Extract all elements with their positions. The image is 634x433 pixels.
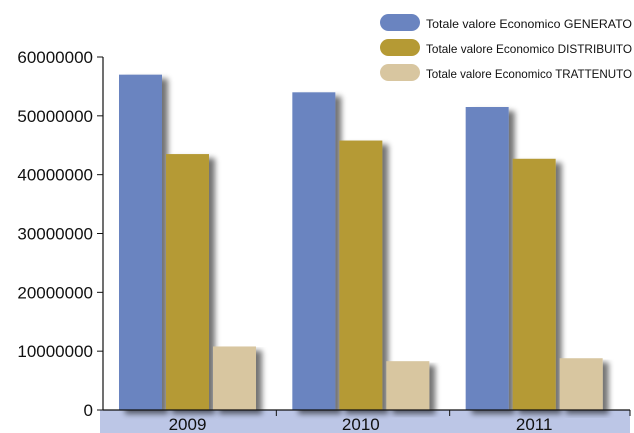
category-band: [100, 410, 630, 433]
x-category-label: 2009: [169, 415, 207, 433]
legend-swatch: [380, 14, 420, 31]
legend-swatch: [380, 64, 420, 81]
y-tick-label: 60000000: [17, 48, 93, 67]
bar: [119, 74, 162, 411]
x-category-label: 2010: [342, 415, 380, 433]
bar: [292, 92, 336, 411]
bar: [339, 140, 383, 410]
legend-label: Totale valore Economico GENERATO: [426, 17, 632, 31]
y-tick-label: 0: [84, 401, 93, 420]
bar: [465, 107, 509, 410]
y-tick-label: 20000000: [17, 283, 93, 302]
axes: [97, 56, 631, 416]
y-tick-label: 30000000: [17, 225, 93, 244]
x-category-labels: 2009 2010 2011: [169, 415, 553, 433]
y-tick-label: 50000000: [17, 107, 93, 126]
y-tick-label: 40000000: [17, 166, 93, 185]
y-tick-labels: 0 10000000 20000000 30000000 40000000 5000000…: [17, 48, 93, 420]
bar: [166, 154, 209, 410]
bars: [119, 74, 603, 411]
legend-label: Totale valore Economico TRATTENUTO: [426, 67, 632, 81]
legend-swatch: [380, 39, 420, 56]
category-band-fill: [100, 410, 630, 433]
bar: [559, 358, 603, 410]
x-category-label: 2011: [516, 415, 553, 433]
bar: [512, 158, 556, 410]
y-tick-label: 10000000: [17, 342, 93, 361]
bar: [213, 346, 256, 410]
bar: [386, 361, 430, 410]
legend-label: Totale valore Economico DISTRIBUITO: [426, 42, 632, 56]
legend: Totale valore Economico GENERATO Totale v…: [380, 14, 632, 81]
